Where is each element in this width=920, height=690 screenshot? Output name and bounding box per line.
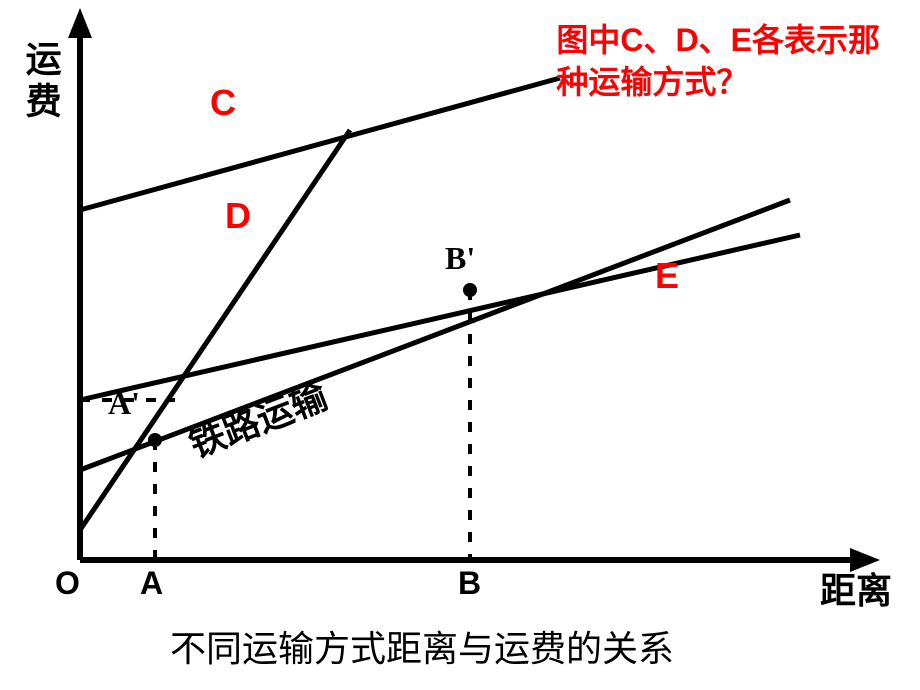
point-a-prime xyxy=(148,433,162,447)
x-axis-label: 距离 xyxy=(820,562,892,614)
chart-caption: 不同运输方式距离与运费的关系 xyxy=(170,620,674,672)
label-e: E xyxy=(655,255,679,297)
question-text: 图中C、D、E各表示那 种运输方式？ xyxy=(556,20,880,103)
y-axis-arrow xyxy=(68,8,92,38)
line-d xyxy=(80,130,350,530)
label-a-prime: A' xyxy=(108,385,140,422)
line-c xyxy=(80,78,560,210)
line-e xyxy=(80,235,800,400)
label-d: D xyxy=(225,195,251,237)
y-axis-label: 运费 xyxy=(20,40,60,133)
label-b-prime: B' xyxy=(445,240,475,277)
label-c: C xyxy=(210,82,236,124)
tick-a: A xyxy=(140,565,163,602)
question-line2: 种运输方式？ xyxy=(556,62,880,104)
question-line1: 图中C、D、E各表示那 xyxy=(556,20,880,62)
chart-container: 图中C、D、E各表示那 种运输方式？ 运费 距离 O A B C D E 铁路运… xyxy=(0,0,920,690)
tick-b: B xyxy=(458,565,481,602)
point-b-prime xyxy=(463,283,477,297)
origin-label: O xyxy=(55,565,80,602)
